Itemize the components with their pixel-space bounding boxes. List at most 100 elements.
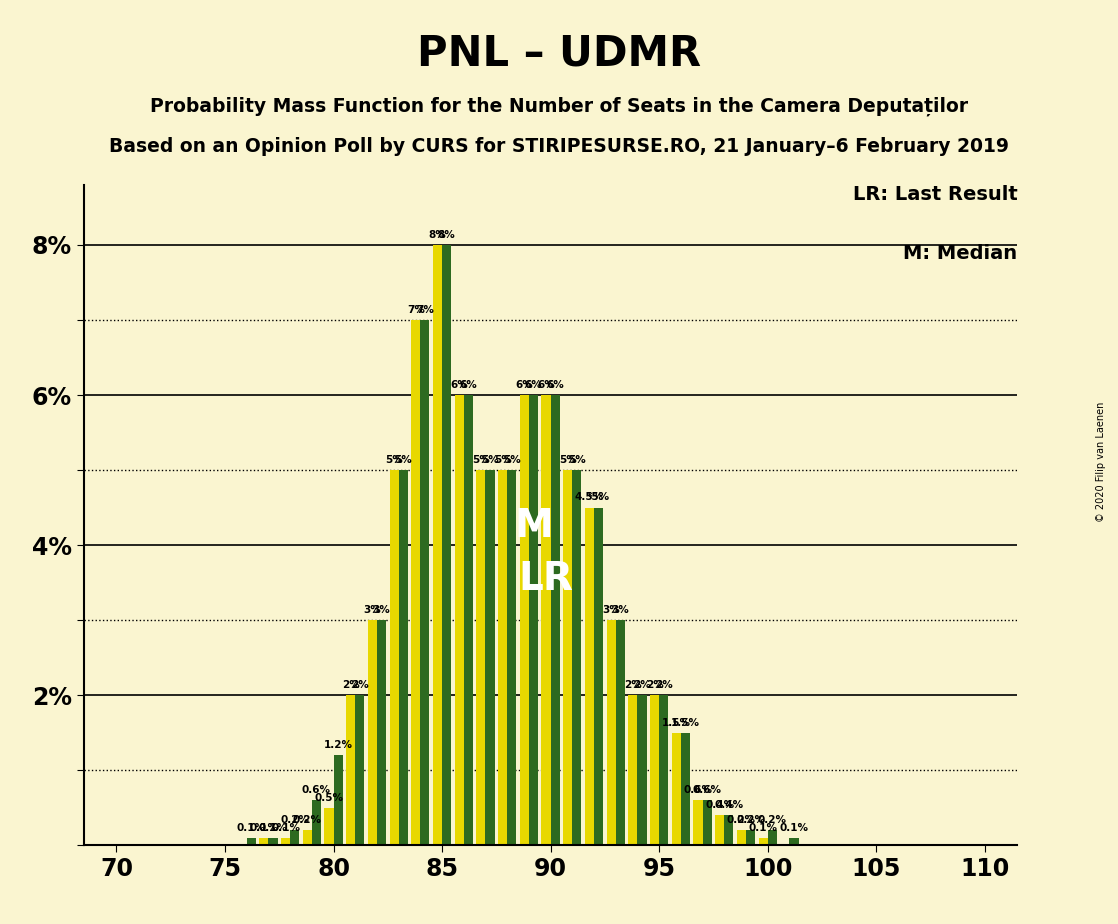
- Text: 8%: 8%: [438, 229, 455, 239]
- Text: © 2020 Filip van Laenen: © 2020 Filip van Laenen: [1097, 402, 1106, 522]
- Bar: [594, 507, 603, 845]
- Text: PNL – UDMR: PNL – UDMR: [417, 32, 701, 74]
- Text: 2%: 2%: [655, 680, 673, 690]
- Text: 8%: 8%: [428, 229, 446, 239]
- Text: 0.1%: 0.1%: [258, 822, 287, 833]
- Text: 5%: 5%: [395, 455, 413, 465]
- Bar: [333, 756, 342, 845]
- Bar: [616, 620, 625, 845]
- Bar: [759, 838, 768, 845]
- Bar: [520, 395, 529, 845]
- Bar: [660, 696, 669, 845]
- Text: M: M: [514, 507, 552, 545]
- Text: 2%: 2%: [646, 680, 663, 690]
- Bar: [572, 470, 581, 845]
- Bar: [716, 816, 724, 845]
- Text: M: Median: M: Median: [903, 244, 1017, 263]
- Text: 0.2%: 0.2%: [293, 815, 322, 825]
- Text: 5%: 5%: [559, 455, 577, 465]
- Text: 0.1%: 0.1%: [749, 822, 778, 833]
- Bar: [433, 245, 442, 845]
- Text: 1.5%: 1.5%: [671, 718, 700, 727]
- Text: 2%: 2%: [624, 680, 642, 690]
- Bar: [324, 808, 333, 845]
- Text: 0.6%: 0.6%: [693, 785, 721, 796]
- Text: Based on an Opinion Poll by CURS for STIRIPESURSE.RO, 21 January–6 February 2019: Based on an Opinion Poll by CURS for STI…: [108, 137, 1010, 156]
- Text: 6%: 6%: [459, 380, 477, 390]
- Text: 0.6%: 0.6%: [302, 785, 331, 796]
- Bar: [347, 696, 356, 845]
- Text: 0.2%: 0.2%: [727, 815, 756, 825]
- Bar: [585, 507, 594, 845]
- Text: 0.1%: 0.1%: [779, 822, 808, 833]
- Text: 1.2%: 1.2%: [323, 740, 352, 750]
- Bar: [508, 470, 517, 845]
- Text: LR: Last Result: LR: Last Result: [853, 185, 1017, 204]
- Text: 0.5%: 0.5%: [314, 793, 343, 803]
- Text: 7%: 7%: [407, 305, 425, 315]
- Bar: [455, 395, 464, 845]
- Text: 5%: 5%: [568, 455, 586, 465]
- Text: 2%: 2%: [351, 680, 369, 690]
- Text: 3%: 3%: [372, 605, 390, 615]
- Bar: [303, 831, 312, 845]
- Bar: [724, 816, 733, 845]
- Text: 2%: 2%: [633, 680, 651, 690]
- Text: 0.2%: 0.2%: [281, 815, 310, 825]
- Text: 0.2%: 0.2%: [758, 815, 787, 825]
- Bar: [356, 696, 364, 845]
- Text: 6%: 6%: [515, 380, 533, 390]
- Bar: [541, 395, 550, 845]
- Text: 0.4%: 0.4%: [705, 800, 735, 810]
- Bar: [637, 696, 646, 845]
- Text: LR: LR: [519, 560, 574, 598]
- Bar: [411, 320, 420, 845]
- Bar: [563, 470, 572, 845]
- Text: 2%: 2%: [342, 680, 360, 690]
- Bar: [485, 470, 494, 845]
- Text: 0.1%: 0.1%: [237, 822, 266, 833]
- Text: 7%: 7%: [416, 305, 434, 315]
- Text: 0.2%: 0.2%: [736, 815, 765, 825]
- Bar: [476, 470, 485, 845]
- Text: 0.6%: 0.6%: [683, 785, 712, 796]
- Bar: [681, 733, 690, 845]
- Text: 6%: 6%: [524, 380, 542, 390]
- Text: 0.1%: 0.1%: [249, 822, 278, 833]
- Bar: [281, 838, 290, 845]
- Bar: [464, 395, 473, 845]
- Text: 1.5%: 1.5%: [662, 718, 691, 727]
- Bar: [789, 838, 798, 845]
- Bar: [628, 696, 637, 845]
- Text: 6%: 6%: [451, 380, 468, 390]
- Text: 5%: 5%: [494, 455, 512, 465]
- Text: 3%: 3%: [363, 605, 381, 615]
- Text: 3%: 3%: [603, 605, 620, 615]
- Bar: [290, 831, 300, 845]
- Bar: [399, 470, 408, 845]
- Bar: [259, 838, 268, 845]
- Bar: [268, 838, 277, 845]
- Bar: [550, 395, 560, 845]
- Bar: [368, 620, 377, 845]
- Bar: [499, 470, 508, 845]
- Bar: [389, 470, 399, 845]
- Bar: [746, 831, 755, 845]
- Text: 5%: 5%: [472, 455, 490, 465]
- Bar: [737, 831, 746, 845]
- Bar: [702, 800, 712, 845]
- Text: 0.1%: 0.1%: [271, 822, 300, 833]
- Bar: [442, 245, 452, 845]
- Bar: [607, 620, 616, 845]
- Text: 3%: 3%: [612, 605, 629, 615]
- Text: 6%: 6%: [547, 380, 565, 390]
- Text: 5%: 5%: [481, 455, 499, 465]
- Text: 0.4%: 0.4%: [714, 800, 743, 810]
- Bar: [693, 800, 702, 845]
- Bar: [377, 620, 386, 845]
- Bar: [247, 838, 256, 845]
- Text: 5%: 5%: [503, 455, 521, 465]
- Bar: [650, 696, 660, 845]
- Bar: [672, 733, 681, 845]
- Bar: [529, 395, 538, 845]
